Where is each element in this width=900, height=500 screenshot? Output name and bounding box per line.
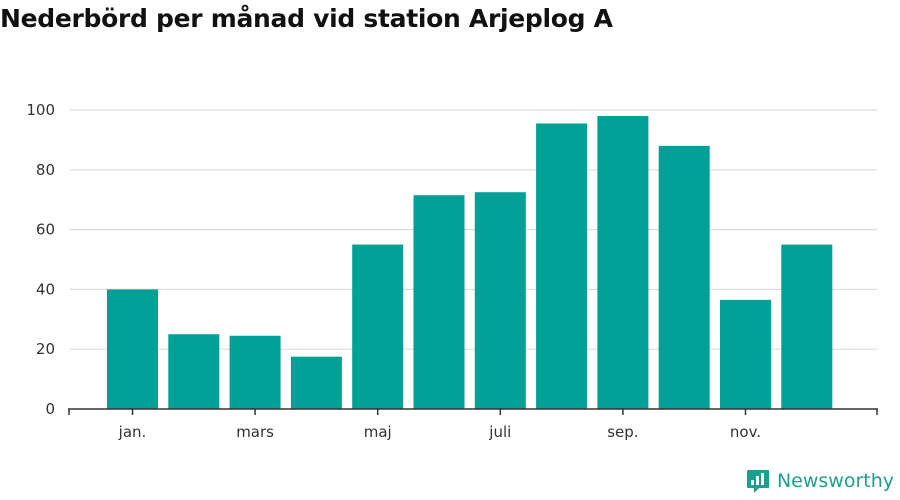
- newsworthy-logo-icon: [746, 470, 769, 493]
- bar-jan: [107, 289, 158, 409]
- brand-logo: Newsworthy: [745, 468, 894, 494]
- bar-aug: [536, 123, 588, 409]
- bar-juni: [413, 195, 465, 409]
- chart-title: Nederbörd per månad vid station Arjeplog…: [0, 4, 613, 33]
- x-tick-label-maj: maj: [364, 423, 392, 441]
- y-tick-label-20: 20: [36, 340, 55, 358]
- y-tick-label-60: 60: [36, 221, 55, 239]
- y-tick-label-100: 100: [26, 101, 55, 119]
- axis-layer: 0 20 40 60 80 100 jan. mars maj juli sep. nov.: [26, 101, 878, 441]
- bar-maj: [352, 244, 404, 409]
- y-tick-label-80: 80: [36, 161, 55, 179]
- bar-okt: [658, 145, 710, 409]
- y-tick-label-40: 40: [36, 280, 55, 298]
- y-tick-label-0: 0: [45, 400, 55, 418]
- brand-name: Newsworthy: [776, 470, 894, 492]
- bar-dec: [781, 244, 833, 409]
- bar-nov: [720, 299, 771, 409]
- bar-feb: [168, 334, 220, 409]
- x-tick-label-juli: juli: [488, 423, 511, 441]
- x-tick-label-mars: mars: [236, 423, 274, 441]
- bar-juli: [474, 192, 526, 409]
- bar-april: [290, 356, 342, 409]
- bar-layer: [107, 115, 833, 409]
- x-tick-label-sep: sep.: [607, 423, 638, 441]
- bar-mars: [229, 335, 281, 409]
- x-tick-label-jan: jan.: [118, 423, 147, 441]
- x-tick-label-nov: nov.: [730, 423, 761, 441]
- bar-sep: [597, 115, 649, 409]
